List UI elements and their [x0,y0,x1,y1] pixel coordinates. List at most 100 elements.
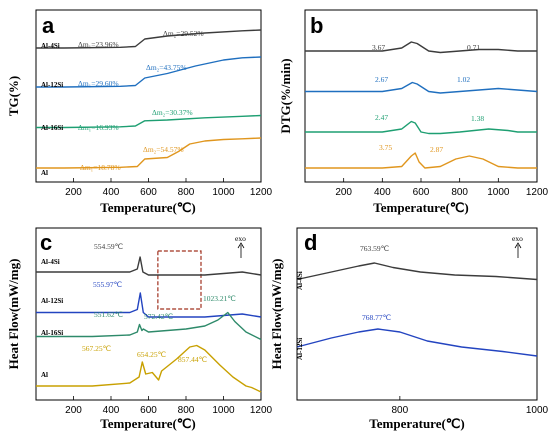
panel-c-line-al16si [36,311,262,341]
panel-c-ticks: 200 400 600 800 1000 1200 [65,396,273,416]
panel-c-ann-8: 857.44℃ [178,355,208,364]
panel-a-ann-4: Δm₂=43.75% [146,63,187,72]
panel-b-ann-6: 1.38 [471,114,484,123]
panel-a-ticks: 200 400 600 800 1000 1200 [65,178,273,198]
panel-c-xtick-label: 800 [178,405,195,416]
panel-c-line-al [36,344,262,393]
panel-a-ann-1: Δm₁=23.96% [78,40,119,49]
panel-a-ann-6: Δm₂=30.37% [152,108,193,117]
panel-b-ann-4: 1.02 [457,75,470,84]
panel-b-ylabel: DTG(%/min) [278,58,293,133]
panel-b-line-series-0 [305,41,537,54]
panel-b-ann-1: 3.67 [372,43,385,52]
panel-b-ann-2: 0.71 [467,43,480,52]
panel-c-line-al4si [36,256,262,276]
panel-c-sample-al12si: Al-12Si [41,297,63,305]
panel-c-exo-arrowhead [237,242,245,249]
panel-c-ann-1: 554.59℃ [94,242,124,251]
panel-c-ann-3: 551.62℃ [94,310,124,319]
panel-a-ann-5: Δm₁=16.93% [78,123,119,132]
panel-c-xtick-label: 400 [103,405,120,416]
panel-b-xtick-label: 1000 [487,187,510,198]
panel-a-line-al12si [36,56,262,88]
panel-b-xlabel: Temperature(℃) [373,200,468,215]
panel-b-frame [304,9,538,183]
panel-a-letter: a [42,13,55,38]
panel-d-ticks: 800 1000 [392,396,549,416]
panel-a-ylabel: TG(%) [6,76,21,116]
panel-b-ann-8: 2.87 [430,145,443,154]
panel-a-frame [35,9,262,183]
panel-c-ann-7: 654.25℃ [137,350,167,359]
panel-a: a TG(%) Temperature(℃) 200 400 600 800 1000 1… [6,9,273,215]
panel-a-xtick-label: 200 [65,187,82,198]
panel-d-frame [296,227,538,401]
panel-c-ann-2: 555.97℃ [93,280,123,289]
panel-a-ann-3: Δm₁=29.60% [78,79,119,88]
panel-b-line-series-1 [305,81,538,94]
panel-c-xtick-label: 1200 [250,405,273,416]
panel-c-sample-al16si: Al-16Si [41,329,63,337]
panel-d-xlabel: Temperature(℃) [369,416,464,431]
panel-c-ann-4: 572.42℃ [144,312,174,321]
panel-c-xtick-label: 600 [140,405,157,416]
panel-a-sample-al16si: Al-16Si [41,124,63,132]
panel-a-xtick-label: 600 [140,187,157,198]
panel-c-sample-al: Al [41,371,48,379]
panel-b-ann-7: 3.75 [379,143,392,152]
panel-d-ann-1: 763.59℃ [360,244,390,253]
panel-a-sample-al4si: Al-4Si [41,42,60,50]
panel-b-xtick-label: 1200 [526,187,549,198]
panel-b-line-series-3 [305,152,537,169]
panel-a-ann-8: Δm₂=54.57% [143,145,184,154]
panel-a-xtick-label: 800 [178,187,195,198]
panel-c-ann-5: 1023.21℃ [203,294,236,303]
panel-b-letter: b [310,13,323,38]
panel-d: d Heat Flow(mW/mg) Temperature(℃) 800 100… [269,227,549,431]
panel-b-line-series-2 [305,120,537,135]
panel-a-ann-7: Δm₁=18.78% [80,163,121,172]
panel-d-line-al4si [296,262,538,281]
panel-a-line-al [36,137,262,169]
panel-a-line-al16si [36,114,262,129]
panel-d-ann-2: 768.77℃ [362,313,392,322]
panel-b-series [305,41,538,169]
panel-c-ylabel: Heat Flow(mW/mg) [6,259,21,370]
panel-b: b DTG(%/min) Temperature(℃) 200 400 600 800… [278,9,549,215]
panel-b-xtick-label: 400 [374,187,391,198]
panel-c-ann-6: 567.25℃ [82,344,112,353]
panel-a-ann-2: Δm₂=29.52% [163,29,204,38]
panel-d-ylabel: Heat Flow(mW/mg) [269,259,284,370]
panel-c-series [36,256,262,393]
panel-c: c Heat Flow(mW/mg) Temperature(℃) 200 400… [6,227,273,431]
panel-d-sample-al4si: Al-4Si [296,271,304,290]
panel-c-xtick-label: 200 [65,405,82,416]
panel-d-letter: d [304,230,317,255]
panel-b-ticks: 200 400 600 800 1000 1200 [335,178,549,198]
panel-b-ann-3: 2.67 [375,75,388,84]
panel-c-letter: c [40,230,52,255]
panel-d-xtick-label: 1000 [526,405,549,416]
panel-c-exo-label: exo [235,234,246,243]
panel-a-xtick-label: 1000 [212,187,235,198]
panel-a-sample-al: Al [41,169,48,177]
panel-b-ann-5: 2.47 [375,113,388,122]
panel-a-series [36,29,262,169]
panel-b-xtick-label: 800 [451,187,468,198]
panel-b-xtick-label: 600 [413,187,430,198]
panel-d-exo-arrowhead [514,242,522,249]
panel-a-sample-al12si: Al-12Si [41,81,63,89]
panel-c-sample-al4si: Al-4Si [41,258,60,266]
panel-d-xtick-label: 800 [392,405,409,416]
panel-c-xlabel: Temperature(℃) [100,416,195,431]
panel-b-xtick-label: 200 [335,187,352,198]
panel-a-xtick-label: 400 [103,187,120,198]
panel-c-highlight-box [157,250,202,310]
panel-a-xtick-label: 1200 [250,187,273,198]
panel-a-line-al4si [36,29,262,49]
panel-a-xlabel: Temperature(℃) [100,200,195,215]
panel-d-line-al12si [296,328,538,357]
panel-c-xtick-label: 1000 [212,405,235,416]
panel-d-sample-al12si: Al-12Si [296,338,304,360]
